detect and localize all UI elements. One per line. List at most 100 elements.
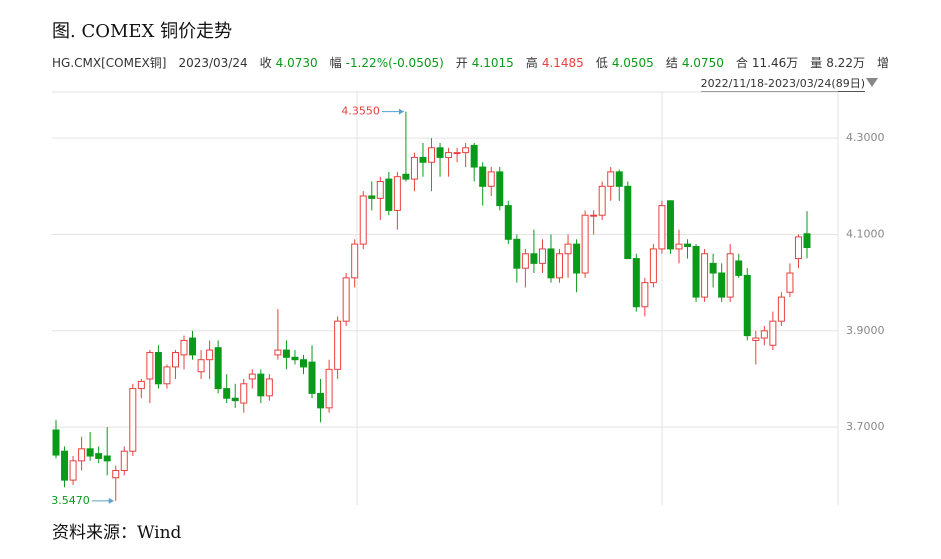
candle-body <box>692 246 700 298</box>
candle-body <box>308 361 316 394</box>
candle-body <box>299 359 307 368</box>
y-tick-label: 3.7000 <box>846 420 885 433</box>
info-label: 收 <box>259 56 272 70</box>
candle-body <box>743 274 751 337</box>
dropdown-arrow[interactable] <box>866 78 878 87</box>
candle-body <box>556 253 564 279</box>
candle-body <box>257 373 265 397</box>
candle-body <box>538 248 546 264</box>
candle-body <box>78 448 86 462</box>
candle-body <box>462 147 470 154</box>
info-label: 2023/03/24 <box>178 56 248 70</box>
info-value: 4.1015 <box>471 56 514 70</box>
candle-body <box>675 243 683 250</box>
candle-body <box>726 253 734 298</box>
candle-body <box>189 337 197 356</box>
candle-body <box>479 166 487 187</box>
candle-body <box>786 272 794 293</box>
candle-body <box>684 243 692 248</box>
source: 资料来源：Wind <box>52 523 182 543</box>
candle-body <box>86 448 94 457</box>
candle-body <box>470 144 478 168</box>
info-value: 4.0505 <box>611 56 654 70</box>
candle-body <box>112 469 120 479</box>
candle-body <box>385 178 393 211</box>
candle-body <box>359 195 367 245</box>
info-label: 低 <box>595 56 608 70</box>
candle-body <box>513 238 521 269</box>
candle-body <box>521 253 529 269</box>
candle-body <box>709 262 717 274</box>
candle-body <box>794 236 802 260</box>
candle-body <box>428 147 435 163</box>
candle-body <box>376 181 384 199</box>
candle-body <box>342 277 350 322</box>
candle-body <box>445 152 453 158</box>
candle-body <box>137 380 145 390</box>
candle-body <box>658 205 666 250</box>
info-label: 量 <box>810 56 823 70</box>
candle-body <box>701 253 709 298</box>
candle-body <box>274 349 282 356</box>
candle-body <box>214 347 222 390</box>
candle-body <box>103 455 111 462</box>
info-label: 开 <box>455 56 468 70</box>
candle-body <box>129 388 137 452</box>
candle-body <box>146 351 154 380</box>
candle-body <box>291 356 299 361</box>
chart-title: 图. COMEX 铜价走势 <box>52 21 233 42</box>
y-tick-label: 4.3000 <box>846 131 885 144</box>
candle-body <box>61 450 69 481</box>
candle-body <box>666 200 674 250</box>
candle-body <box>334 320 342 370</box>
info-label: 幅 <box>329 56 342 70</box>
candle-body <box>351 243 359 279</box>
candle-body <box>504 205 512 240</box>
candle-body <box>154 351 162 385</box>
candle-body <box>777 296 785 322</box>
candle-body <box>803 233 811 248</box>
candle-body <box>581 214 589 274</box>
candle-body <box>530 253 538 264</box>
candle-body <box>624 185 632 260</box>
annotation-label: 3.5470 <box>51 494 90 507</box>
candle-body <box>317 392 325 409</box>
candle-body <box>368 195 376 199</box>
candle-body <box>325 368 333 409</box>
y-tick-label: 3.9000 <box>846 324 885 337</box>
info-value: 8.22万 <box>826 56 865 70</box>
candle-body <box>453 152 461 155</box>
candle-body <box>752 337 760 341</box>
candle-body <box>52 429 60 456</box>
arrow-head <box>398 108 404 115</box>
candle-body <box>487 171 495 187</box>
candle-body <box>410 156 418 180</box>
candle-body <box>95 453 103 459</box>
info-value: 11.46万 <box>751 56 799 70</box>
candle-body <box>598 185 606 216</box>
candle-body <box>163 366 171 385</box>
candle-body <box>496 171 504 207</box>
y-tick-label: 4.1000 <box>846 227 885 240</box>
candle-body <box>265 378 273 397</box>
candle-body <box>393 176 401 211</box>
candle-body <box>769 320 777 346</box>
annotation-label: 4.3550 <box>341 105 380 118</box>
candle-body <box>180 339 188 356</box>
info-value: 4.0750 <box>681 56 724 70</box>
arrow-head <box>108 497 114 504</box>
candle-body <box>436 147 444 158</box>
candle-body <box>573 243 581 274</box>
info-label: HG.CMX[COMEX铜] <box>52 56 167 70</box>
candle-body <box>197 359 205 373</box>
info-value: -1.22%(-0.0505) <box>345 56 444 70</box>
candle-body <box>206 349 214 361</box>
candle-body <box>419 156 427 163</box>
info-value: 4.1485 <box>541 56 584 70</box>
candle-body <box>632 258 640 308</box>
candle-body <box>718 272 726 298</box>
info-label: 合 <box>735 56 748 70</box>
candle-body <box>735 260 743 276</box>
candle-body <box>402 173 410 180</box>
